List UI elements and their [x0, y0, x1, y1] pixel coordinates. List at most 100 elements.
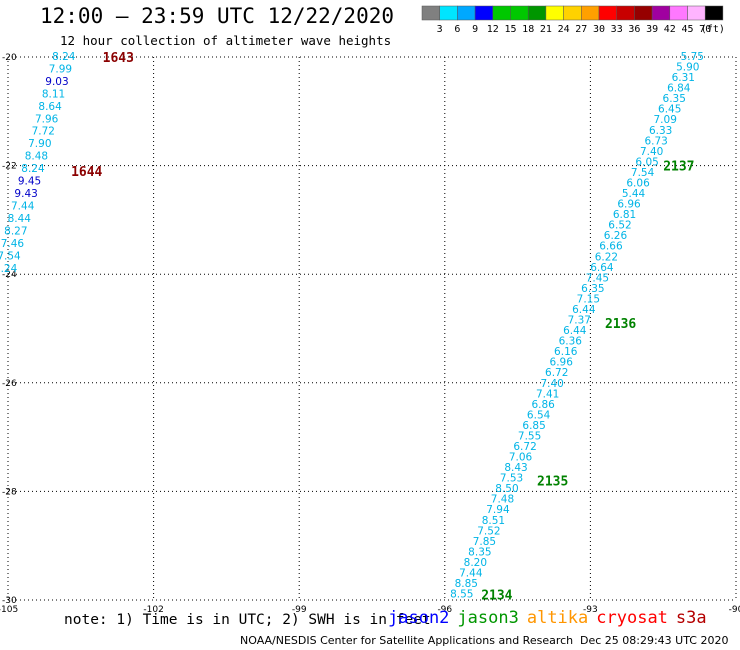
swh-value: 7.40 — [640, 146, 663, 158]
x-tick-label: -90 — [729, 605, 740, 615]
time-label: 2137 — [663, 160, 694, 175]
swh-value: 7.54 — [0, 250, 21, 262]
swh-value: 6.05 — [635, 156, 658, 168]
swh-value: 7.53 — [500, 473, 523, 485]
color-scale: 3 6 9 12 15 18 21 24 27 30 33 36 39 42 45 70(ft) — [421, 5, 725, 35]
legend-cryosat: cryosat — [596, 608, 668, 628]
swh-value: 7.90 — [28, 138, 51, 150]
swh-value: 6.84 — [667, 83, 691, 95]
swh-value: 8.24 — [0, 263, 18, 275]
swh-value: 7.48 — [491, 494, 514, 506]
swh-value: 6.66 — [599, 241, 623, 253]
swh-value: 8.64 — [38, 101, 62, 113]
scale-label: 9 — [472, 24, 478, 35]
page-title: 12:00 – 23:59 UTC 12/22/2020 — [40, 4, 395, 28]
swh-value: 6.52 — [608, 220, 631, 232]
scale-label: 15 — [504, 24, 516, 35]
swh-value: 6.72 — [513, 441, 536, 453]
scale-label: 36 — [628, 24, 640, 35]
swh-value: 7.96 — [35, 113, 59, 125]
swh-value: 7.99 — [49, 63, 72, 75]
swh-value: 7.44 — [11, 200, 35, 212]
x-tick-label: -93 — [583, 605, 598, 615]
footer-timestamp: Dec 25 08:29:43 UTC 2020 — [580, 634, 729, 647]
swh-value: 6.36 — [559, 336, 583, 348]
legend-jason2: jason2 — [388, 608, 450, 628]
time-label: 1643 — [103, 51, 134, 66]
swh-value: 8.44 — [8, 213, 32, 225]
swh-value: 5.90 — [676, 62, 699, 74]
satellite-legend: jason2 jason3 altika cryosat s3a — [388, 608, 715, 628]
footer-source: NOAA/NESDIS Center for Satellite Applica… — [240, 634, 574, 647]
swh-value: 6.22 — [595, 251, 618, 263]
y-tick-label: -20 — [2, 53, 17, 63]
time-label: 1644 — [71, 165, 102, 180]
swh-value: 7.45 — [586, 272, 609, 284]
swh-value: 7.54 — [631, 167, 655, 179]
swh-value: 7.37 — [568, 315, 591, 327]
scale-label: 70 — [699, 24, 711, 35]
swh-value: 8.43 — [504, 462, 527, 474]
swh-value: 6.35 — [581, 283, 604, 295]
swh-value: 8.11 — [42, 88, 65, 100]
time-label: 2135 — [537, 475, 568, 490]
swh-value: 8.35 — [468, 546, 491, 558]
swh-value: 7.09 — [654, 114, 677, 126]
swh-value: 6.86 — [531, 399, 555, 411]
scale-label: 30 — [593, 24, 605, 35]
swh-value: 6.44 — [563, 325, 587, 337]
swh-value: 6.64 — [590, 262, 614, 274]
x-tick-label: -102 — [143, 605, 163, 615]
scale-label: 45 — [681, 24, 693, 35]
swh-value: 7.94 — [486, 504, 510, 516]
scale-label: 27 — [575, 24, 587, 35]
swh-value: 6.26 — [604, 230, 628, 242]
y-tick-label: -30 — [2, 596, 17, 606]
swh-value: 6.85 — [522, 420, 545, 432]
swh-value: 8.24 — [52, 51, 76, 63]
scale-label: 18 — [522, 24, 534, 35]
swh-value: 6.96 — [617, 199, 641, 211]
swh-value: 5.44 — [622, 188, 646, 200]
y-tick-label: -24 — [2, 270, 17, 280]
swh-value: 6.45 — [658, 104, 681, 116]
swh-value: 8.48 — [25, 151, 48, 163]
swh-value: 8.27 — [4, 225, 27, 237]
swh-value: 6.73 — [644, 135, 667, 147]
x-tick-label: -99 — [292, 605, 307, 615]
swh-value: 7.72 — [32, 126, 55, 138]
swh-value: 7.06 — [509, 452, 533, 464]
scale-unit: (ft) — [701, 24, 725, 35]
swh-value: 5.75 — [681, 51, 704, 63]
swh-value: 6.16 — [554, 346, 578, 358]
scale-label: 42 — [664, 24, 676, 35]
swh-value: 6.35 — [663, 93, 686, 105]
x-tick-label: -96 — [437, 605, 452, 615]
swh-value: 6.96 — [550, 357, 574, 369]
swh-value: 6.31 — [672, 72, 695, 84]
scale-label: 3 — [437, 24, 443, 35]
scale-label: 39 — [646, 24, 658, 35]
swh-value: 8.50 — [495, 483, 518, 495]
swh-value: 6.44 — [572, 304, 596, 316]
scale-label: 6 — [454, 24, 460, 35]
swh-value: 6.54 — [527, 409, 551, 421]
x-tick-label: -105 — [0, 605, 18, 615]
y-tick-label: -28 — [2, 487, 17, 497]
swh-value: 7.40 — [540, 378, 563, 390]
swh-value: 8.55 — [450, 589, 473, 601]
legend-s3a: s3a — [675, 608, 707, 628]
legend-altika: altika — [526, 608, 589, 628]
page-subtitle: 12 hour collection of altimeter wave hei… — [60, 33, 392, 48]
swh-value: 8.51 — [482, 515, 505, 527]
scale-label: 12 — [487, 24, 499, 35]
swh-value: 7.85 — [473, 536, 496, 548]
legend-jason3: jason3 — [457, 608, 519, 628]
swh-value: 7.15 — [577, 293, 600, 305]
swh-value: 7.55 — [518, 430, 541, 442]
swh-value: 6.33 — [649, 125, 672, 137]
swh-value: 7.44 — [459, 567, 483, 579]
swh-value: 9.03 — [45, 76, 68, 88]
scale-label: 33 — [611, 24, 623, 35]
